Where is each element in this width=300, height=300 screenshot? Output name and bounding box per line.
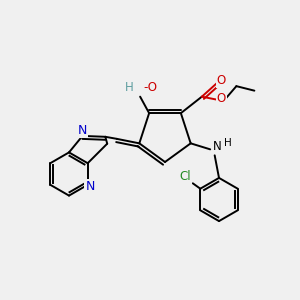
Text: H: H — [125, 81, 134, 94]
Text: Cl: Cl — [179, 170, 191, 183]
Text: O: O — [217, 74, 226, 87]
Text: -O: -O — [143, 81, 157, 94]
Text: N: N — [78, 124, 87, 137]
Text: N: N — [85, 180, 95, 193]
Text: N: N — [213, 140, 222, 153]
Text: O: O — [217, 92, 226, 105]
Text: H: H — [224, 138, 232, 148]
